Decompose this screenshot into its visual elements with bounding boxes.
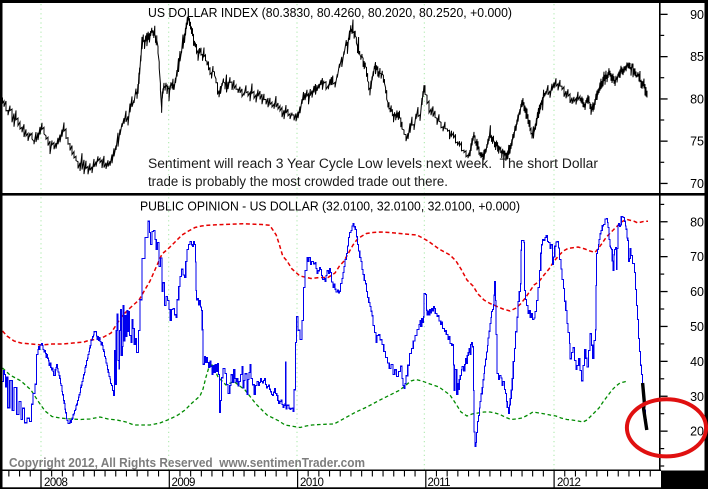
svg-text:Copyright 2012, All Rights Res: Copyright 2012, All Rights Reserved www.… xyxy=(9,456,365,470)
svg-text:20: 20 xyxy=(690,425,704,439)
svg-text:80: 80 xyxy=(690,93,704,107)
svg-text:80: 80 xyxy=(690,215,704,229)
svg-text:PUBLIC OPINION - US DOLLAR (32: PUBLIC OPINION - US DOLLAR (32.0100, 32.… xyxy=(140,199,520,214)
svg-text:2008: 2008 xyxy=(44,477,68,489)
svg-text:2012: 2012 xyxy=(557,477,581,489)
svg-text:60: 60 xyxy=(690,285,704,299)
svg-text:trade is probably the most cro: trade is probably the most crowded trade… xyxy=(148,174,448,189)
svg-text:2011: 2011 xyxy=(428,477,451,489)
svg-text:US DOLLAR INDEX (80.3830, 80.4: US DOLLAR INDEX (80.3830, 80.4260, 80.20… xyxy=(148,5,512,20)
svg-text:85: 85 xyxy=(690,50,704,64)
svg-text:70: 70 xyxy=(690,177,704,191)
svg-text:70: 70 xyxy=(690,250,704,264)
svg-text:75: 75 xyxy=(690,135,704,149)
svg-text:40: 40 xyxy=(690,355,704,369)
svg-text:Sentiment will reach 3 Year Cy: Sentiment will reach 3 Year Cycle Low le… xyxy=(148,156,599,171)
svg-text:90: 90 xyxy=(690,8,704,22)
svg-text:30: 30 xyxy=(690,390,704,404)
svg-text:2010: 2010 xyxy=(300,477,324,489)
svg-text:50: 50 xyxy=(690,320,704,334)
svg-text:2009: 2009 xyxy=(172,477,196,489)
